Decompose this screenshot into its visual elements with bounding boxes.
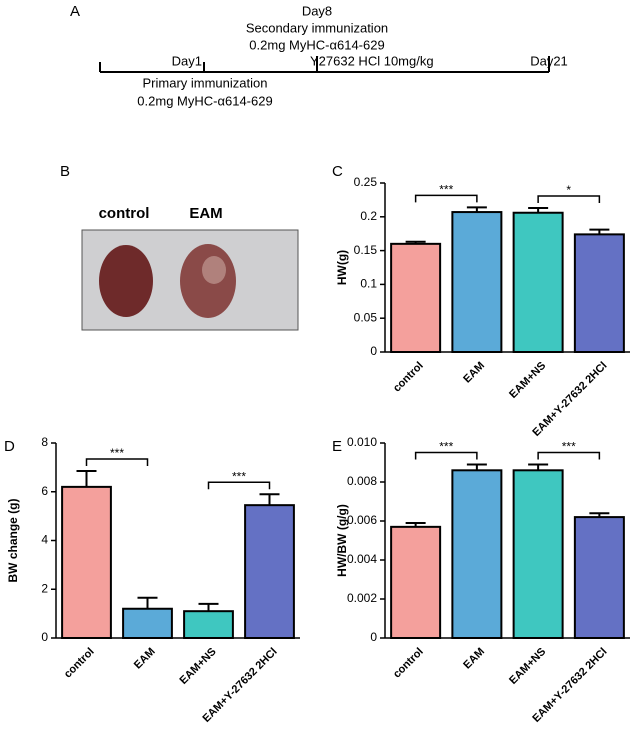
bar [573,233,625,354]
bar [512,469,564,639]
x-tick-label: control [391,646,426,681]
bar [451,211,503,353]
y-tick-label: 6 [41,484,48,498]
event-note: Secondary immunization [246,20,388,35]
bar [390,525,442,639]
bar [61,485,112,639]
significance-label: *** [439,183,453,197]
x-tick-label: control [391,360,426,395]
error-bar [405,521,426,527]
error-bar [466,463,487,471]
panel-label: C [332,163,343,180]
y-tick-label: 0.25 [354,175,378,189]
event-note: 0.2mg MyHC-α614-629 [249,37,384,52]
significance-label: *** [562,440,576,454]
significance-label: *** [439,440,453,454]
x-tick-label: EAM [132,646,158,672]
event-day: Day1 [172,53,202,68]
y-tick-label: 0.004 [347,552,377,566]
y-tick-label: 0.2 [360,209,377,223]
significance-label: *** [232,469,246,483]
error-bar [528,463,549,471]
significance-bracket [537,451,601,460]
x-tick-label: EAM+NS [507,360,548,401]
photo-label: EAM [189,205,222,222]
y-tick-label: 0.002 [347,591,377,605]
x-tick-label: EAM [461,360,487,386]
x-tick-label: EAM+NS [507,646,548,687]
x-tick-label: EAM [461,646,487,672]
y-tick-label: 0.008 [347,474,377,488]
photo-label: control [99,205,150,222]
panel-label: B [60,163,70,180]
y-tick-label: 0 [370,630,377,644]
significance-label: *** [110,446,124,460]
significance-label: * [566,183,571,197]
significance-bracket [414,451,478,460]
y-tick-label: 0.1 [360,277,377,291]
bar [244,504,295,639]
bar [512,211,564,353]
y-tick-label: 0 [370,344,377,358]
panel-label: D [4,438,15,455]
error-bar [198,602,219,612]
significance-bracket [414,194,478,203]
significance-bracket [537,195,601,204]
heart-lesion [202,256,226,284]
error-bar [528,207,549,213]
y-tick-label: 0.05 [354,310,378,324]
error-bar [405,240,426,244]
x-tick-label: control [62,646,97,681]
error-bar [589,228,610,235]
event-day: Day8 [302,3,332,18]
y-tick-label: 0 [41,630,48,644]
bar [122,607,173,639]
error-bar [137,596,158,609]
y-tick-label: 2 [41,581,48,595]
y-axis-label: BW change (g) [6,499,20,583]
error-bar [259,493,280,506]
x-tick-label: EAM+NS [178,646,219,687]
y-tick-label: 0.006 [347,513,377,527]
event-note: 0.2mg MyHC-α614-629 [137,93,272,108]
panel-label: E [332,438,342,455]
significance-bracket [85,458,149,467]
bar [573,516,625,639]
treatment: Y27632 HCl 10mg/kg [310,53,434,68]
bar [183,610,234,639]
bar [390,242,442,353]
significance-bracket [207,481,271,490]
y-tick-label: 0.010 [347,435,377,449]
error-bar [589,512,610,518]
y-tick-label: 8 [41,435,48,449]
y-axis-label: HW/BW (g/g) [335,504,349,577]
y-tick-label: 4 [41,533,48,547]
event-day: Day21 [530,53,568,68]
timeline [99,56,550,73]
y-tick-label: 0.15 [354,243,378,257]
heart [99,245,153,317]
photo [81,229,299,331]
event-note: Primary immunization [143,75,268,90]
error-bar [76,470,97,487]
bar [451,469,503,639]
y-axis-label: HW(g) [335,250,349,285]
error-bar [466,206,487,213]
panel-label: A [70,3,80,20]
